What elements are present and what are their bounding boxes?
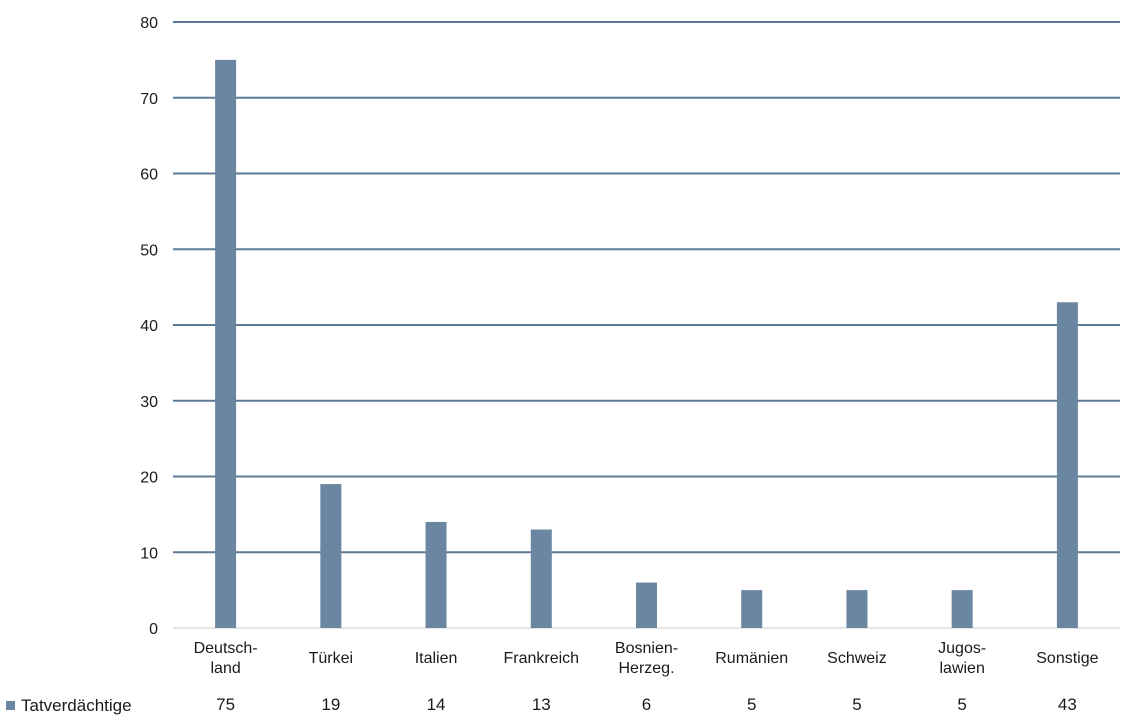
y-tick-label: 40 bbox=[140, 318, 158, 335]
category-label: land bbox=[210, 660, 240, 677]
bar bbox=[320, 484, 342, 628]
bar bbox=[530, 529, 552, 628]
category-label: Sonstige bbox=[1036, 650, 1098, 667]
y-tick-label: 20 bbox=[140, 470, 158, 487]
bar bbox=[741, 590, 763, 628]
bar bbox=[215, 59, 237, 628]
y-tick-label: 30 bbox=[140, 394, 158, 411]
y-tick-label: 70 bbox=[140, 91, 158, 108]
legend-swatch bbox=[6, 701, 15, 710]
bar bbox=[425, 521, 447, 628]
category-label: Türkei bbox=[309, 650, 353, 667]
legend-label: Tatverdächtige bbox=[21, 696, 132, 715]
data-table-value: 43 bbox=[1058, 695, 1077, 714]
y-axis-tick-labels: 0 10 20 30 40 50 60 70 80 bbox=[140, 15, 158, 638]
category-label: Rumänien bbox=[715, 650, 788, 667]
y-tick-label: 10 bbox=[140, 545, 158, 562]
y-tick-label: 50 bbox=[140, 242, 158, 259]
bar bbox=[636, 582, 657, 628]
category-label: Deutsch- bbox=[194, 640, 258, 657]
data-table-value: 13 bbox=[532, 695, 551, 714]
category-label: Jugos- bbox=[938, 640, 986, 657]
bar bbox=[951, 590, 973, 628]
category-label: Schweiz bbox=[827, 650, 887, 667]
data-table-value: 5 bbox=[852, 695, 861, 714]
category-label: lawien bbox=[939, 660, 984, 677]
bar bbox=[1056, 302, 1078, 628]
data-table-value: 75 bbox=[216, 695, 235, 714]
y-tick-label: 60 bbox=[140, 167, 158, 184]
data-table-value: 6 bbox=[642, 695, 651, 714]
gridlines bbox=[173, 21, 1120, 629]
data-table-value: 5 bbox=[957, 695, 966, 714]
data-table-value: 5 bbox=[747, 695, 756, 714]
category-labels: Deutsch-land Türkei Italien Frankreich Bosni… bbox=[194, 640, 1099, 677]
data-table: 75 19 14 13 6 5 5 5 43 Tatverdächtige bbox=[6, 695, 1077, 715]
bar bbox=[846, 590, 868, 628]
y-tick-label: 0 bbox=[149, 621, 158, 638]
category-label: Frankreich bbox=[503, 650, 579, 667]
category-label: Bosnien- bbox=[615, 640, 678, 657]
category-label: Italien bbox=[415, 650, 458, 667]
category-label: Herzeg. bbox=[618, 660, 674, 677]
y-tick-label: 80 bbox=[140, 15, 158, 32]
data-table-value: 14 bbox=[427, 695, 446, 714]
data-table-value: 19 bbox=[321, 695, 340, 714]
bars bbox=[215, 59, 1078, 628]
